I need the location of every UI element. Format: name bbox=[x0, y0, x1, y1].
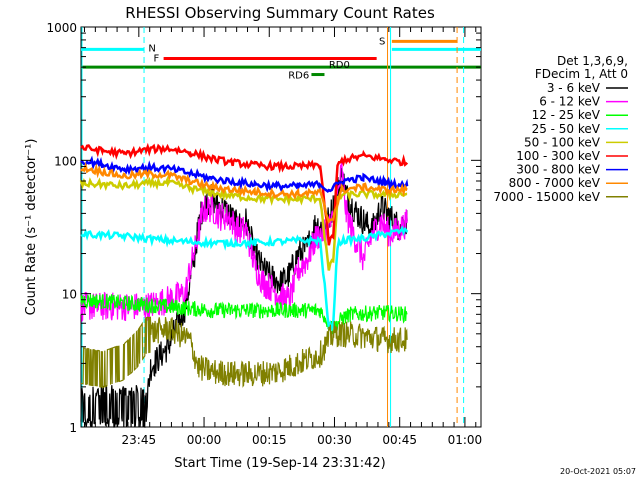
x-tick-label: 23:45 bbox=[122, 433, 157, 447]
series-line bbox=[80, 161, 408, 224]
legend-entry: 6 - 12 keV bbox=[539, 95, 601, 109]
legend-entry: 7000 - 15000 keV bbox=[493, 190, 600, 204]
x-tick-label: 00:00 bbox=[187, 433, 222, 447]
legend-header: Det 1,3,6,9, bbox=[557, 54, 628, 68]
annotation-label: RD6 bbox=[288, 71, 309, 82]
legend-entry: 300 - 800 keV bbox=[516, 163, 600, 177]
observing-bars bbox=[81, 39, 481, 77]
series-line bbox=[80, 164, 408, 428]
legend-entry: 3 - 6 keV bbox=[547, 81, 601, 95]
legend-entry: 25 - 50 keV bbox=[532, 122, 601, 136]
y-tick-label: 1 bbox=[69, 421, 77, 435]
legend-entry: 100 - 300 keV bbox=[516, 149, 600, 163]
y-axis: 1 10 100 1000 bbox=[46, 21, 481, 435]
x-axis-label: Start Time (19-Sep-14 23:31:42) bbox=[174, 456, 385, 471]
timestamp: 20-Oct-2021 05:07 bbox=[560, 467, 636, 476]
annotation-label: S bbox=[379, 36, 385, 47]
y-tick-label: 100 bbox=[54, 154, 77, 168]
y-tick-label: 1000 bbox=[46, 21, 77, 35]
series-line bbox=[80, 225, 409, 332]
series-lines bbox=[79, 142, 409, 428]
legend-entry: 800 - 7000 keV bbox=[509, 176, 601, 190]
x-tick-label: 00:45 bbox=[382, 433, 417, 447]
x-tick-label: 00:15 bbox=[252, 433, 287, 447]
event-lines bbox=[81, 27, 465, 427]
annotations: NF RD0 RD6 S bbox=[148, 36, 385, 81]
y-axis-label: Count Rate (s⁻¹ detector⁻¹) bbox=[24, 139, 39, 316]
legend-header: FDecim 1, Att 0 bbox=[535, 67, 628, 81]
series-line bbox=[80, 316, 408, 389]
series-line bbox=[79, 174, 408, 271]
x-tick-label: 01:00 bbox=[448, 433, 483, 447]
chart-title: RHESSI Observing Summary Count Rates bbox=[125, 4, 435, 22]
plot-frame bbox=[80, 26, 482, 428]
annotation-label: F bbox=[153, 54, 159, 65]
legend-entry: 12 - 25 keV bbox=[532, 108, 601, 122]
x-tick-label: 00:30 bbox=[317, 433, 352, 447]
annotation-label: N bbox=[148, 43, 155, 54]
x-axis: 23:45 00:00 00:15 00:30 00:45 01:00 bbox=[83, 27, 483, 447]
series-line bbox=[80, 142, 409, 246]
annotation-label: RD0 bbox=[329, 60, 350, 71]
legend-entry: 50 - 100 keV bbox=[524, 135, 601, 149]
series-line bbox=[80, 294, 408, 336]
y-tick-label: 10 bbox=[62, 288, 77, 302]
series-line bbox=[80, 155, 409, 193]
